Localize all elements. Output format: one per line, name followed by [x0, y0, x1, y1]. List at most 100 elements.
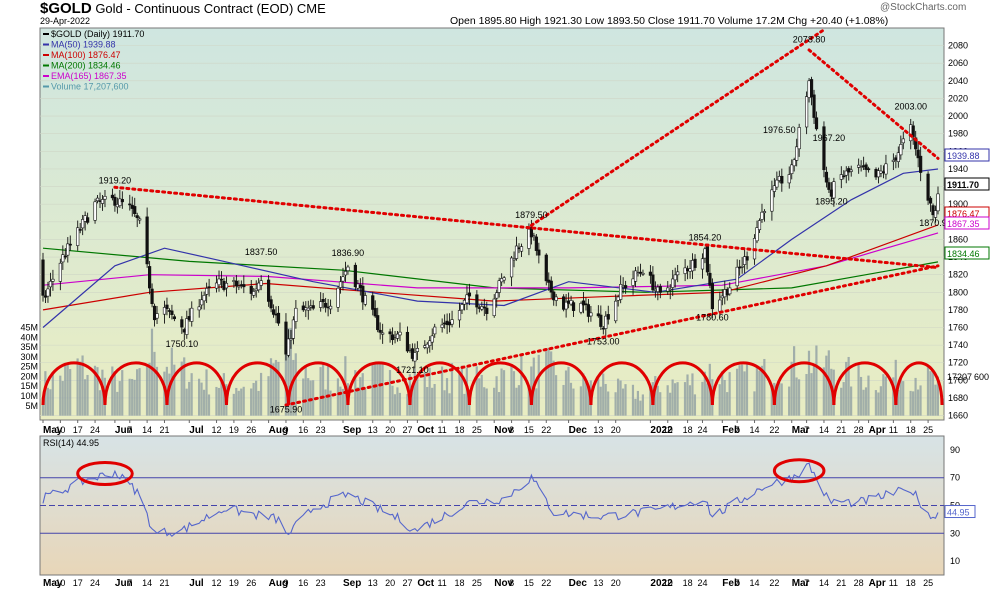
ma50-line	[42, 168, 939, 328]
candle-body	[849, 169, 853, 172]
candle-body	[740, 265, 744, 268]
candle-body	[237, 285, 241, 288]
volume-bar	[307, 378, 310, 416]
candle-body	[306, 307, 310, 311]
price-tick-label: 1680	[948, 393, 968, 403]
volume-bar	[86, 374, 89, 416]
volume-bar	[463, 393, 466, 416]
volume-bar	[183, 357, 186, 416]
candle-body	[51, 278, 55, 282]
candle-body	[896, 152, 900, 162]
candle-body	[205, 288, 209, 295]
candle-body	[624, 285, 628, 289]
volume-bar	[572, 388, 575, 416]
volume-bar	[388, 370, 392, 416]
candle-body	[224, 282, 229, 289]
volume-bar	[512, 371, 516, 416]
volume-bar	[701, 381, 704, 416]
volume-bar	[691, 373, 694, 416]
price-label: 1870.90	[919, 218, 952, 228]
volume-bar	[145, 366, 149, 416]
volume-tick-label: 10M	[20, 391, 38, 401]
x-tick-label: Aug	[269, 425, 288, 436]
candle-body	[936, 193, 940, 212]
candle-body	[502, 277, 506, 281]
volume-bar	[706, 383, 709, 416]
volume-bar	[693, 394, 697, 416]
candle-body	[633, 270, 638, 282]
candle-body	[916, 149, 920, 159]
volume-bar	[793, 346, 796, 416]
volume-bar	[272, 363, 275, 416]
volume-bar	[267, 376, 270, 416]
legend-entry: $GOLD (Daily) 1911.70	[51, 29, 144, 39]
price-tick-label: 1800	[948, 287, 968, 297]
x-tick-label: Oct	[417, 578, 434, 589]
volume-bar	[897, 389, 900, 416]
candle-body	[641, 272, 645, 275]
volume-bar	[862, 389, 865, 416]
candle-body	[891, 159, 895, 162]
volume-bar	[599, 386, 602, 416]
x-tick-label: 19	[229, 578, 239, 588]
candle-body	[234, 280, 238, 287]
volume-bar	[274, 359, 278, 416]
cycle-arc	[772, 361, 836, 406]
volume-bar	[416, 377, 419, 416]
x-tick-label: 7	[127, 578, 132, 588]
volume-tag: 17207	[947, 372, 972, 382]
volume-bar	[902, 381, 905, 416]
candle-body	[269, 299, 273, 309]
x-tick-label: 13	[368, 578, 378, 588]
price-tick-label: 1700	[948, 375, 968, 385]
candle-body	[118, 198, 122, 206]
candle-body	[100, 199, 105, 204]
volume-bar	[740, 364, 744, 416]
value-tag: 1876.47	[947, 209, 980, 219]
volume-bar	[703, 371, 706, 416]
volume-bar	[155, 366, 159, 416]
candle-body	[128, 203, 132, 206]
candle-body	[586, 304, 591, 317]
candle-body	[324, 302, 328, 308]
x-tick-label: 10	[663, 578, 673, 588]
volume-bar	[735, 368, 739, 416]
price-label: 1721.10	[396, 365, 429, 375]
candle-body	[460, 304, 464, 311]
candle-body	[41, 259, 45, 296]
candle-body	[242, 284, 246, 288]
volume-bar	[550, 351, 553, 416]
volume-tick-label: 40M	[20, 332, 38, 342]
x-tick-label: 11	[437, 578, 446, 588]
volume-bar	[173, 364, 176, 416]
x-tick-label: 18	[906, 578, 916, 588]
candle-body	[933, 210, 938, 218]
volume-bar	[639, 400, 642, 416]
candle-body	[638, 271, 643, 274]
legend-entry: MA(100) 1876.47	[51, 50, 121, 60]
volume-bar	[220, 379, 223, 416]
candle-body	[113, 196, 117, 206]
candle-body	[343, 271, 348, 276]
volume-bar	[840, 387, 843, 416]
volume-bar	[909, 390, 912, 416]
volume-bar	[845, 361, 848, 416]
volume-bar	[822, 367, 825, 416]
price-label: 2003.00	[894, 101, 927, 111]
volume-bar	[857, 362, 860, 416]
candle-body	[495, 292, 499, 299]
candle-body	[485, 307, 489, 314]
x-tick-label: 28	[854, 425, 864, 435]
candle-body	[388, 331, 392, 335]
candle-body	[554, 296, 558, 301]
candle-body	[651, 274, 655, 291]
price-label: 1879.50	[515, 210, 548, 220]
volume-bar	[807, 350, 811, 416]
volume-bar	[527, 385, 530, 416]
volume-bar	[207, 394, 211, 416]
x-tick-label: 7	[127, 425, 132, 435]
volume-bar	[374, 364, 377, 416]
volume-bar	[59, 375, 62, 416]
candle-body	[797, 127, 801, 150]
value-tag-box	[944, 246, 990, 260]
